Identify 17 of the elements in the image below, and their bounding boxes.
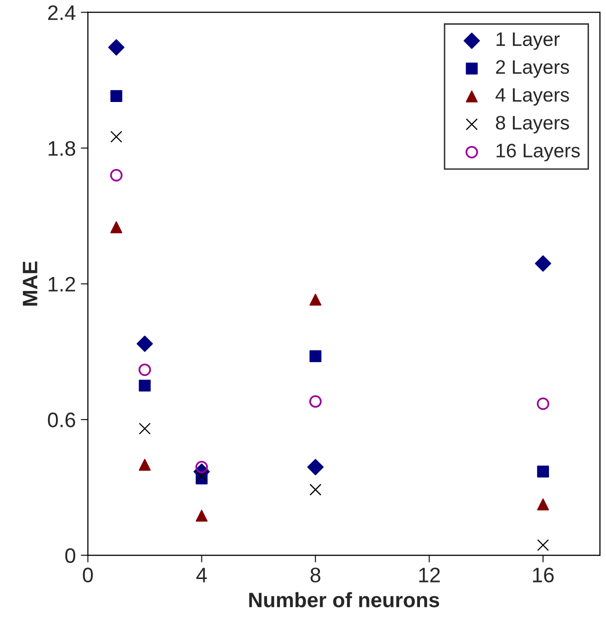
y-tick-label: 0 (65, 548, 76, 564)
x-tick-label: 0 (82, 568, 93, 582)
x-axis-title: Number of neurons (249, 592, 440, 608)
legend-label: 4 Layers (496, 88, 569, 106)
legend-label: 2 Layers (496, 60, 569, 78)
x-tick-label: 4 (196, 568, 207, 582)
legend-label: 1 Layer (496, 32, 560, 50)
y-tick-label: 2.4 (48, 5, 76, 20)
y-tick-label: 1.2 (48, 276, 76, 292)
x-tick-label: 8 (310, 568, 320, 582)
y-axis-title: MAE (22, 261, 38, 306)
legend-label: 8 Layers (496, 116, 569, 134)
y-tick-label: 0.6 (48, 412, 76, 428)
y-tick-label: 1.8 (48, 141, 76, 156)
legend-label: 16 Layers (496, 144, 580, 162)
x-tick-label: 16 (533, 568, 554, 582)
x-tick-label: 12 (419, 568, 440, 582)
